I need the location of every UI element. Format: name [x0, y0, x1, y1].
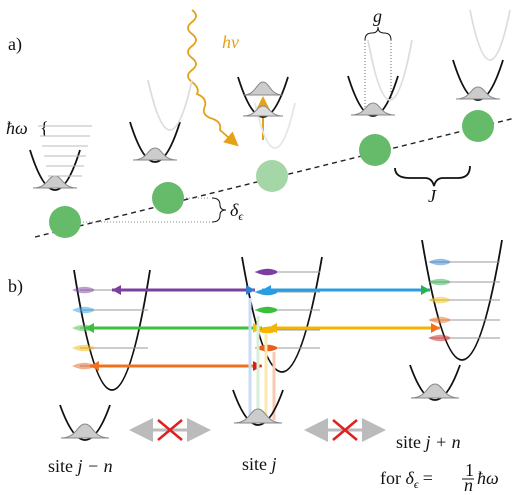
- site: [256, 160, 288, 192]
- wavepacket: [428, 317, 450, 324]
- spacing-label: ħω: [6, 118, 28, 138]
- wavefunction: [243, 82, 283, 95]
- wavepacket: [428, 297, 450, 304]
- site: [359, 134, 391, 166]
- brace: {: [40, 118, 49, 138]
- site: [49, 206, 81, 238]
- wavefunction: [456, 87, 500, 99]
- wavefunction: [351, 103, 395, 115]
- offset-label: δϵ: [230, 200, 244, 223]
- condition-suffix: ħω: [477, 468, 499, 488]
- wavepacket: [428, 259, 450, 266]
- arrowhead: [431, 323, 440, 333]
- arrowhead: [421, 285, 430, 295]
- wavepacket: [72, 345, 94, 352]
- wavepacket: [428, 279, 450, 286]
- wavefunction: [411, 384, 459, 398]
- panel-label: a): [8, 34, 22, 55]
- brace: [365, 27, 391, 40]
- potential: [148, 80, 192, 130]
- brace: [212, 198, 226, 222]
- wavepacket: [72, 307, 94, 314]
- shapes: [30, 10, 510, 440]
- condition-label: for δϵ=: [380, 468, 433, 491]
- arrowhead: [112, 285, 121, 295]
- panel-label: b): [8, 276, 23, 297]
- gap-label: g: [373, 6, 382, 26]
- site-label: site j: [242, 454, 277, 474]
- wavepacket: [255, 269, 277, 276]
- wavepacket: [428, 335, 450, 342]
- figure: a) b) δϵ J g ħω { hν site j − n site j s…: [0, 0, 518, 495]
- arrowhead: [246, 285, 255, 295]
- site-label: site j + n: [396, 432, 461, 452]
- brace: [395, 166, 470, 186]
- site-label: site j − n: [48, 456, 113, 476]
- wavepacket: [72, 287, 94, 294]
- site: [152, 182, 184, 214]
- coupling-label: J: [428, 186, 437, 206]
- wavefunction: [61, 424, 109, 438]
- arrowhead: [85, 323, 94, 333]
- wavefunction: [133, 148, 177, 160]
- potential: [470, 10, 510, 60]
- potential: [242, 257, 322, 372]
- fraction-denominator: n: [464, 475, 473, 495]
- photon-label: hν: [222, 32, 239, 52]
- wavefunction: [243, 106, 283, 116]
- potential: [368, 40, 412, 100]
- site: [462, 110, 494, 142]
- wavepacket: [255, 307, 277, 314]
- wavefunction: [33, 176, 77, 188]
- photon-arrow: [188, 10, 236, 144]
